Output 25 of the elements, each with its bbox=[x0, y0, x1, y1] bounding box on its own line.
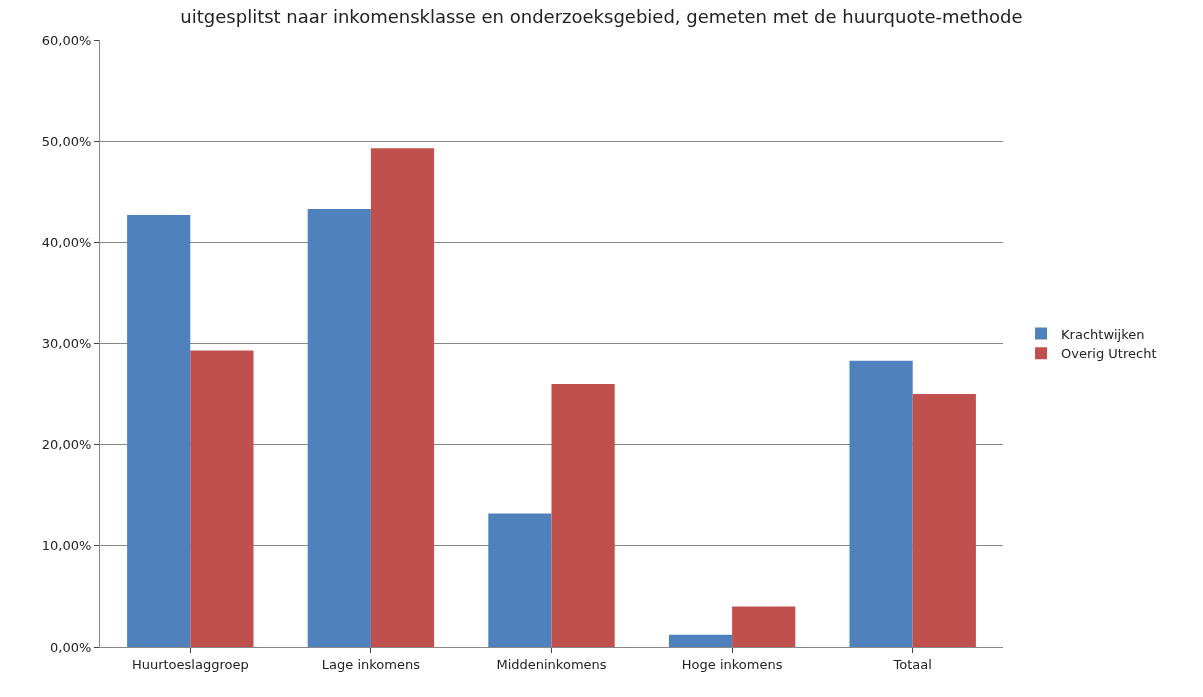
x-tick-label: Hoge inkomens bbox=[681, 656, 783, 672]
y-tick-label: 60,00% bbox=[41, 32, 92, 48]
bar bbox=[849, 360, 913, 647]
y-tick-label: 0,00% bbox=[50, 639, 92, 655]
bar bbox=[488, 513, 552, 647]
chart-title: uitgesplitst naar inkomensklasse en onderzoeksgebied, gemeten met de huurquote-methode bbox=[180, 6, 1023, 28]
bar bbox=[190, 350, 254, 647]
legend-label: Krachtwijken bbox=[1061, 326, 1145, 342]
x-tick-label: Totaal bbox=[892, 656, 932, 672]
x-tick-label: Lage inkomens bbox=[321, 656, 421, 672]
y-tick-label: 30,00% bbox=[41, 336, 92, 352]
bar bbox=[307, 208, 371, 647]
bar bbox=[551, 383, 615, 647]
bar bbox=[912, 394, 976, 647]
y-tick-label: 10,00% bbox=[41, 538, 92, 554]
y-tick-label: 40,00% bbox=[41, 234, 92, 250]
bar bbox=[370, 148, 435, 647]
bar bbox=[127, 215, 191, 647]
y-tick-label: 20,00% bbox=[41, 437, 92, 453]
bar bbox=[668, 634, 733, 647]
x-tick-label: Huurtoeslaggroep bbox=[131, 656, 249, 672]
x-tick-label: Middeninkomens bbox=[496, 656, 607, 672]
bar bbox=[732, 606, 796, 647]
legend-label: Overig Utrecht bbox=[1061, 346, 1157, 362]
y-tick-label: 50,00% bbox=[41, 133, 92, 149]
